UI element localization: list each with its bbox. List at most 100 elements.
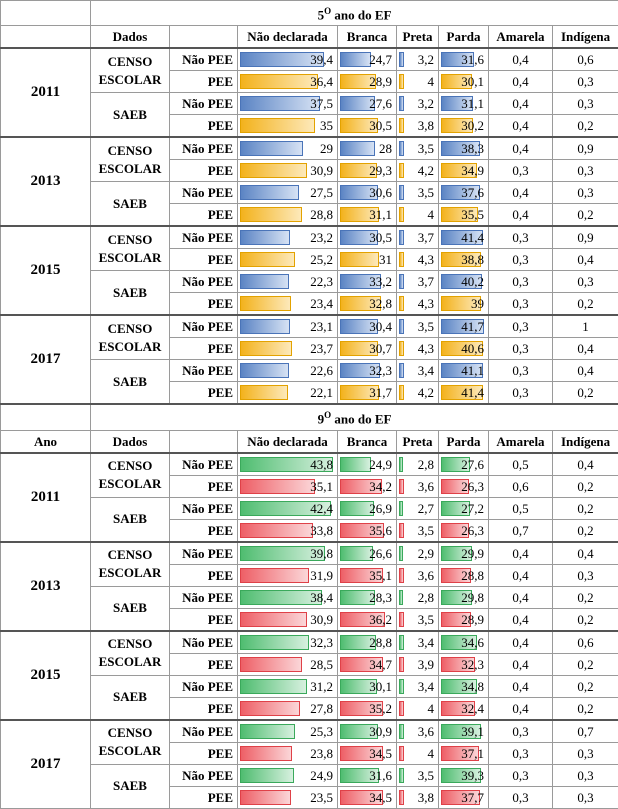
header-4: Amarela xyxy=(489,26,553,49)
value-cell: 0,3 xyxy=(489,338,553,360)
value-text: 43,8 xyxy=(310,457,333,472)
source-cell: SAEB xyxy=(91,675,170,720)
value-cell: 28,8 xyxy=(439,564,489,586)
value-text: 32,3 xyxy=(369,363,392,378)
value-cell: 37,6 xyxy=(439,182,489,204)
value-cell: 0,3 xyxy=(553,71,618,93)
data-bar xyxy=(399,341,404,356)
value-text: 3,6 xyxy=(418,568,434,583)
value-text: 32,3 xyxy=(310,635,333,650)
value-text: 34,9 xyxy=(461,163,484,178)
value-cell: 28,9 xyxy=(338,71,397,93)
value-text: 3,5 xyxy=(418,768,434,783)
value-text: 3,5 xyxy=(418,523,434,538)
value-text: 22,6 xyxy=(310,363,333,378)
header-4: Amarela xyxy=(489,430,553,453)
data-bar xyxy=(399,296,404,311)
data-bar xyxy=(399,479,404,494)
value-text: 26,3 xyxy=(461,523,484,538)
value-cell: 36,2 xyxy=(338,608,397,631)
header-3: Parda xyxy=(439,430,489,453)
value-cell: 0,7 xyxy=(489,519,553,542)
header-3: Parda xyxy=(439,26,489,49)
value-text: 32,3 xyxy=(461,657,484,672)
value-text: 4,3 xyxy=(418,252,434,267)
value-text: 3,6 xyxy=(418,724,434,739)
value-cell: 3,7 xyxy=(397,271,439,293)
data-bar xyxy=(240,252,295,267)
value-cell: 3,7 xyxy=(397,226,439,249)
value-cell: 0,2 xyxy=(553,475,618,497)
group-label: PEE xyxy=(170,249,238,271)
source-cell: SAEB xyxy=(91,360,170,405)
source-label-line: SAEB xyxy=(91,688,169,706)
value-cell: 31,1 xyxy=(439,93,489,115)
value-text: 39,3 xyxy=(461,768,484,783)
value-cell: 0,4 xyxy=(489,608,553,631)
data-bar xyxy=(399,657,404,672)
value-cell: 4 xyxy=(397,742,439,764)
value-cell: 3,8 xyxy=(397,786,439,808)
value-cell: 3,8 xyxy=(397,115,439,138)
group-label: Não PEE xyxy=(170,48,238,71)
value-text: 3,9 xyxy=(418,657,434,672)
value-cell: 35 xyxy=(238,115,338,138)
source-label-line: SAEB xyxy=(91,777,169,795)
group-label: Não PEE xyxy=(170,586,238,608)
value-cell: 33,2 xyxy=(338,271,397,293)
value-cell: 0,4 xyxy=(489,71,553,93)
value-text: 27,6 xyxy=(369,96,392,111)
value-cell: 37,1 xyxy=(439,742,489,764)
value-cell: 29,9 xyxy=(439,542,489,565)
data-bar xyxy=(399,274,404,289)
value-text: 34,7 xyxy=(369,657,392,672)
group-label: Não PEE xyxy=(170,453,238,476)
value-cell: 26,3 xyxy=(439,475,489,497)
value-cell: 3,5 xyxy=(397,608,439,631)
source-label-line: ESCOLAR xyxy=(91,338,169,356)
data-bar xyxy=(399,568,404,583)
blank-cell xyxy=(170,26,238,49)
value-text: 3,8 xyxy=(418,118,434,133)
source-cell: SAEB xyxy=(91,586,170,631)
source-label-line: CENSO xyxy=(91,142,169,160)
source-cell: SAEB xyxy=(91,93,170,138)
group-label: PEE xyxy=(170,71,238,93)
value-cell: 4 xyxy=(397,204,439,227)
source-label-line: CENSO xyxy=(91,231,169,249)
value-text: 22,3 xyxy=(310,274,333,289)
value-text: 28,8 xyxy=(369,635,392,650)
value-cell: 2,8 xyxy=(397,453,439,476)
value-text: 30,9 xyxy=(310,163,333,178)
value-cell: 0,6 xyxy=(489,475,553,497)
value-text: 23,7 xyxy=(310,341,333,356)
value-cell: 0,3 xyxy=(489,271,553,293)
value-cell: 0,2 xyxy=(553,497,618,519)
value-cell: 0,2 xyxy=(553,204,618,227)
value-cell: 0,3 xyxy=(489,226,553,249)
data-bar xyxy=(399,523,404,538)
value-text: 25,3 xyxy=(310,724,333,739)
value-cell: 31,2 xyxy=(238,675,338,697)
source-label-line: ESCOLAR xyxy=(91,249,169,267)
value-text: 31,6 xyxy=(461,52,484,67)
value-text: 3,4 xyxy=(418,363,434,378)
value-cell: 0,4 xyxy=(489,631,553,654)
value-cell: 0,4 xyxy=(553,453,618,476)
value-cell: 41,7 xyxy=(439,315,489,338)
value-text: 28,3 xyxy=(369,590,392,605)
value-text: 3,6 xyxy=(418,479,434,494)
value-text: 28,8 xyxy=(310,207,333,222)
group-label: PEE xyxy=(170,293,238,316)
value-text: 28,5 xyxy=(310,657,333,672)
value-text: 35,2 xyxy=(369,701,392,716)
header-dados: Dados xyxy=(91,26,170,49)
value-text: 3,5 xyxy=(418,612,434,627)
group-label: Não PEE xyxy=(170,315,238,338)
value-text: 27,2 xyxy=(461,501,484,516)
